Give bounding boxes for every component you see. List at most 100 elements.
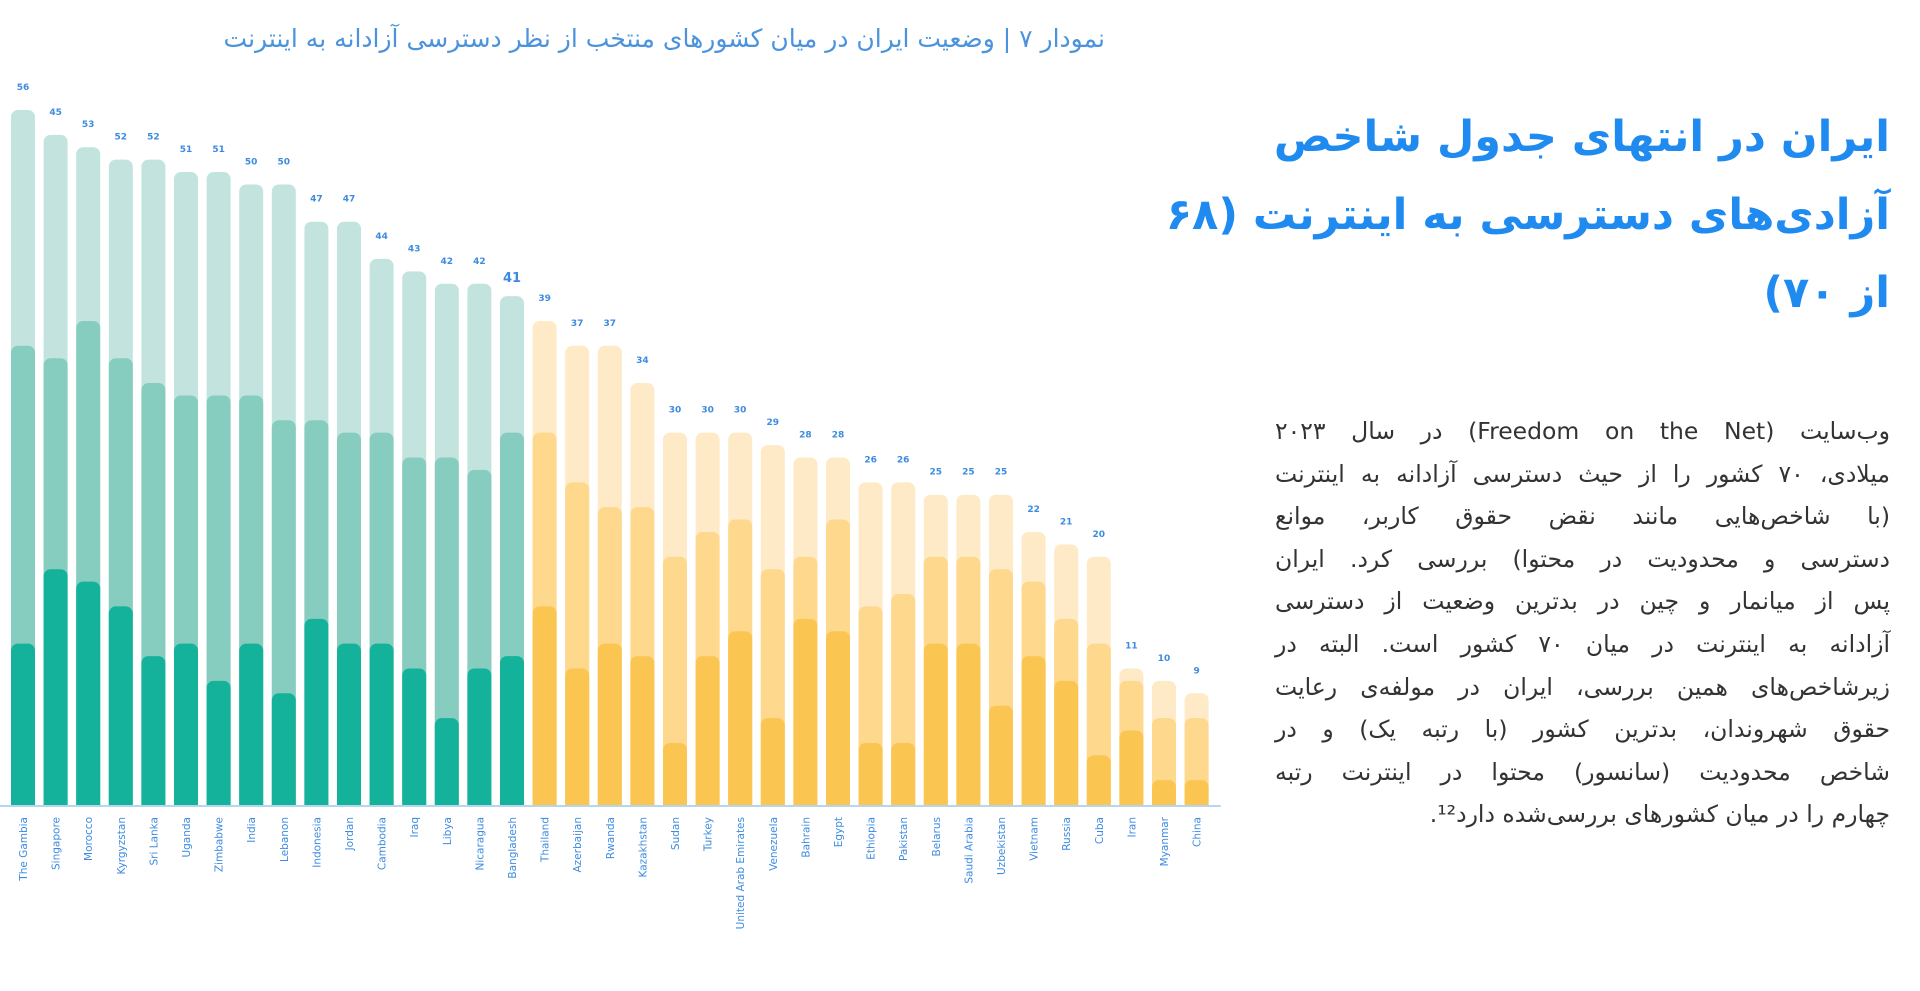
- bar-segment-dark: [337, 643, 361, 805]
- paragraph-line: چهارم را در میان کشورهای بررسی‌شده دارد¹…: [1429, 800, 1890, 829]
- stacked-bar-chart: 56 The Gambia 45 Singapore 53 Morocco 52 Kyrgyz…: [0, 83, 1221, 929]
- bar-segment-dark: [793, 618, 818, 805]
- paragraph-line: دسترسی و محدودیت در محتوا) بررسی کرد. ای…: [1275, 544, 1890, 573]
- x-tick-label: Uganda: [181, 817, 193, 858]
- data-label: 42: [441, 257, 454, 267]
- x-tick-label: Myanmar: [1159, 816, 1171, 866]
- x-tick-label: China: [1192, 817, 1204, 847]
- x-tick-label: Sudan: [670, 817, 682, 850]
- data-label: 26: [864, 455, 877, 465]
- bar-segment-dark: [760, 718, 785, 805]
- paragraph-line: حقوق شهروندان، بدترین کشور (با رتبه یک) …: [1275, 715, 1890, 744]
- paragraph-line: میلادی، ۷۰ کشور را از حیث دسترسی آزادانه…: [1275, 459, 1890, 488]
- data-label: 10: [1158, 654, 1171, 664]
- bar-segment-dark: [174, 643, 198, 805]
- x-tick-label: Egypt: [833, 817, 845, 847]
- data-label: 11: [1125, 641, 1138, 651]
- x-tick-label: Cambodia: [377, 817, 389, 870]
- paragraph-line: (با شاخص‌هایی مانند نقض حقوق کاربر، موان…: [1275, 502, 1890, 531]
- data-label: 52: [115, 133, 128, 143]
- x-tick-label: Saudi Arabia: [963, 817, 975, 884]
- x-tick-label: Zimbabwe: [214, 817, 226, 872]
- data-label: 34: [636, 356, 649, 366]
- bar-segment-dark: [304, 618, 329, 805]
- x-tick-label: Pakistan: [898, 817, 910, 861]
- bar-segment-dark: [989, 705, 1013, 805]
- data-label: 47: [310, 195, 323, 205]
- data-label: 30: [669, 406, 682, 416]
- bar-segment-dark: [76, 581, 101, 805]
- bar-segment-dark: [891, 742, 916, 805]
- x-tick-label: India: [246, 817, 258, 843]
- x-tick-label: Lebanon: [279, 817, 291, 862]
- x-tick-label: Nicaragua: [474, 817, 486, 870]
- bar-segment-dark: [1054, 680, 1079, 805]
- bar-segment-mid: [663, 556, 687, 805]
- x-tick-label: Singapore: [51, 817, 63, 870]
- bar-segment-dark: [402, 668, 427, 805]
- bar-segment-dark: [663, 742, 687, 805]
- x-tick-label: Ethiopia: [866, 817, 878, 860]
- x-tick-label: Jordan: [344, 817, 356, 851]
- data-label: 50: [278, 157, 291, 167]
- heading-line: از ۷۰): [1763, 268, 1890, 318]
- data-label: 56: [17, 83, 30, 93]
- bar-segment-dark: [206, 680, 231, 805]
- x-tick-label: Iraq: [409, 817, 421, 838]
- x-tick-label: Rwanda: [605, 817, 617, 859]
- bar-segment-dark: [500, 656, 524, 805]
- x-tick-label: Bahrain: [800, 817, 812, 858]
- data-label: 9: [1193, 666, 1199, 676]
- data-label: 25: [995, 468, 1008, 478]
- data-label: 43: [408, 244, 421, 254]
- x-tick-label: Kazakhstan: [637, 817, 649, 878]
- bar-segment-dark: [728, 631, 753, 805]
- chart-title: نمودار ۷ | وضعیت ایران در میان کشورهای م…: [223, 24, 1105, 53]
- paragraph-line: شاخص محدودیت (سانسور) محتوا در اینترنت ر…: [1275, 757, 1890, 786]
- bar-segment-dark: [826, 631, 850, 805]
- bar-segment-dark: [565, 668, 590, 805]
- heading-line: ایران در انتهای جدول شاخص: [1273, 112, 1890, 162]
- bar-segment-dark: [923, 643, 948, 805]
- data-label: 25: [930, 468, 943, 478]
- data-label: 30: [701, 406, 714, 416]
- x-tick-label: Morocco: [83, 817, 95, 861]
- bar-segment-dark: [141, 656, 166, 805]
- bar-segment-dark: [43, 569, 68, 805]
- paragraph-line: پس از میانمار و چین در بدترین وضعیت از د…: [1275, 587, 1890, 616]
- bar-segment-dark: [467, 668, 492, 805]
- data-label: 26: [897, 455, 910, 465]
- x-tick-label: Bangladesh: [507, 817, 519, 879]
- x-tick-label: Indonesia: [311, 817, 323, 868]
- heading-line: آزادی‌های دسترسی به اینترنت (۶۸: [1165, 190, 1890, 240]
- data-label: 42: [473, 257, 486, 267]
- x-tick-label: The Gambia: [18, 817, 30, 882]
- bar-segment-dark: [858, 742, 883, 805]
- data-label: 28: [832, 431, 845, 441]
- data-label: 44: [375, 232, 388, 242]
- x-tick-label: Cuba: [1094, 817, 1106, 844]
- data-label: 51: [180, 145, 193, 155]
- x-tick-label: Libya: [442, 817, 454, 845]
- data-label: 51: [212, 145, 225, 155]
- data-label: 50: [245, 157, 258, 167]
- x-tick-label: Sri Lanka: [148, 817, 160, 866]
- bar-segment-dark: [695, 656, 720, 805]
- data-label: 25: [962, 468, 975, 478]
- x-tick-label: United Arab Emirates: [735, 817, 747, 929]
- x-tick-label: Uzbekistan: [996, 817, 1008, 875]
- bar-segment-dark: [1021, 656, 1046, 805]
- x-tick-label: Russia: [1061, 817, 1073, 851]
- x-tick-label: Vietnam: [1029, 817, 1041, 861]
- data-label: 29: [767, 418, 780, 428]
- paragraph-line: وب‌سایت (Freedom on the Net) در سال ۲۰۲۳: [1275, 417, 1890, 445]
- section-heading: ایران در انتهای جدول شاخص آزادی‌های دستر…: [1165, 98, 1890, 332]
- data-label: 28: [799, 431, 812, 441]
- body-paragraph: وب‌سایت (Freedom on the Net) در سال ۲۰۲۳…: [1275, 410, 1890, 836]
- bar-segment-dark: [532, 606, 557, 805]
- bar-segment-dark: [1152, 780, 1176, 805]
- x-tick-label: Turkey: [703, 817, 715, 852]
- data-label: 45: [49, 108, 62, 118]
- x-tick-label: Iran: [1126, 817, 1138, 838]
- x-tick-label: Thailand: [540, 817, 552, 863]
